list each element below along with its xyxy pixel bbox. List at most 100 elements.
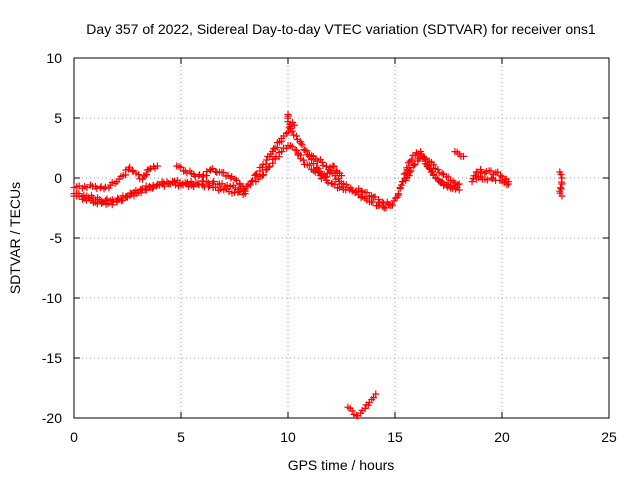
- y-tick-label: 10: [46, 50, 62, 66]
- data-point: [290, 131, 298, 139]
- data-point: [454, 181, 462, 189]
- data-point: [227, 174, 235, 182]
- data-point: [190, 183, 198, 191]
- data-point: [153, 182, 161, 190]
- data-point: [293, 132, 301, 140]
- data-point: [455, 186, 463, 194]
- data-point: [231, 184, 239, 192]
- data-point: [357, 194, 365, 202]
- data-point: [451, 185, 459, 193]
- data-point: [557, 170, 565, 178]
- data-point: [100, 185, 108, 193]
- data-point: [324, 179, 332, 187]
- data-point: [483, 176, 491, 184]
- data-point: [225, 187, 233, 195]
- y-tick-label: -5: [50, 230, 63, 246]
- data-point: [361, 404, 369, 412]
- data-layer: [70, 110, 566, 420]
- data-point: [468, 178, 476, 186]
- series-track-k: [451, 148, 467, 160]
- data-point: [160, 182, 168, 190]
- series-track-n: [556, 168, 566, 200]
- data-point: [145, 184, 153, 192]
- data-point: [297, 139, 305, 147]
- y-tick-label: 0: [54, 170, 62, 186]
- data-point: [183, 179, 191, 187]
- data-point: [96, 184, 104, 192]
- data-point: [357, 187, 365, 195]
- data-point: [370, 394, 378, 402]
- data-point: [104, 199, 112, 207]
- series-track-m: [472, 173, 512, 189]
- data-point: [422, 160, 430, 168]
- data-point: [234, 189, 242, 197]
- data-point: [310, 167, 318, 175]
- series-track-c: [70, 179, 249, 209]
- data-point: [558, 180, 566, 188]
- data-point: [265, 163, 273, 171]
- data-point: [258, 172, 266, 180]
- data-point: [348, 407, 356, 415]
- data-point: [129, 168, 137, 176]
- y-tick-label: -20: [42, 410, 62, 426]
- data-point: [179, 181, 187, 189]
- data-point: [487, 174, 495, 182]
- y-tick-label: -10: [42, 290, 62, 306]
- data-point: [316, 172, 324, 180]
- data-point: [235, 188, 243, 196]
- data-point: [410, 161, 418, 169]
- y-tick-label: -15: [42, 350, 62, 366]
- data-point: [148, 184, 156, 192]
- data-point: [385, 200, 393, 208]
- series-track-d: [173, 162, 247, 190]
- data-point: [270, 145, 278, 153]
- data-point: [135, 171, 143, 179]
- data-point: [153, 162, 161, 170]
- series-track-o: [344, 390, 380, 420]
- data-point: [266, 162, 274, 170]
- data-point: [338, 172, 345, 180]
- data-point: [439, 178, 447, 186]
- data-point: [284, 128, 292, 136]
- data-point: [212, 183, 220, 191]
- data-point: [420, 153, 428, 161]
- data-point: [249, 176, 257, 184]
- data-point: [305, 161, 313, 169]
- data-point: [434, 166, 442, 174]
- data-point: [310, 160, 318, 168]
- data-point: [438, 169, 446, 177]
- data-point: [497, 172, 505, 180]
- data-point: [217, 185, 225, 193]
- data-point: [481, 169, 489, 177]
- data-point: [118, 197, 126, 205]
- data-point: [397, 181, 405, 189]
- data-point: [141, 172, 149, 180]
- data-point: [348, 186, 356, 194]
- data-point: [380, 199, 388, 207]
- data-point: [494, 168, 502, 176]
- data-point: [317, 175, 325, 183]
- x-tick-label: 25: [601, 429, 617, 445]
- data-point: [459, 152, 467, 160]
- data-point: [263, 156, 271, 164]
- data-point: [290, 121, 298, 129]
- data-point: [108, 201, 116, 209]
- data-point: [455, 180, 463, 188]
- data-point: [318, 158, 326, 166]
- data-point: [404, 159, 412, 167]
- data-point: [303, 147, 311, 155]
- data-point: [246, 181, 254, 189]
- data-point: [558, 192, 566, 200]
- series-track-i: [402, 152, 463, 194]
- data-point: [156, 181, 164, 189]
- data-point: [195, 172, 203, 180]
- data-point: [282, 130, 290, 138]
- data-point: [97, 199, 105, 207]
- data-point: [141, 185, 149, 193]
- data-point: [372, 390, 380, 398]
- data-point: [177, 163, 185, 171]
- data-point: [369, 198, 377, 206]
- data-point: [75, 192, 83, 200]
